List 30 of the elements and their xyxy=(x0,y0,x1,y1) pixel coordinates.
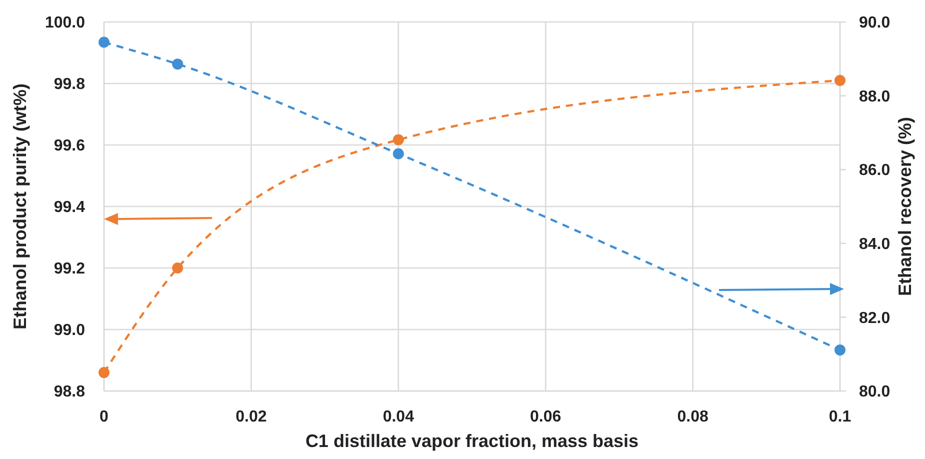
point xyxy=(172,58,184,70)
y2-tick-label: 90.0 xyxy=(859,14,890,32)
y-tick-label: 99.4 xyxy=(54,199,86,216)
point xyxy=(392,134,404,146)
x-tick-label: 0.04 xyxy=(382,408,414,426)
point xyxy=(98,36,110,48)
point xyxy=(172,262,184,274)
x-tick-label: 0.1 xyxy=(828,408,852,426)
y-tick-label: 98.8 xyxy=(54,384,86,401)
x-axis-title: C1 distillate vapor fraction, mass basis xyxy=(305,431,639,451)
point xyxy=(834,344,846,356)
x-tick-label: 0.02 xyxy=(236,408,267,426)
y2-tick-label: 84.0 xyxy=(859,236,890,253)
point xyxy=(98,367,110,378)
y-tick-label: 99.6 xyxy=(54,138,86,155)
point xyxy=(392,148,404,160)
y-axis-title: Ethanol product purity (wt%) xyxy=(10,84,30,330)
y2-axis-title: Ethanol recovery (%) xyxy=(895,116,915,296)
y-tick-label: 100.0 xyxy=(44,14,86,32)
y2-tick-label: 86.0 xyxy=(859,162,890,180)
y2-tick-label: 82.0 xyxy=(859,310,890,327)
x-tick-label: 0 xyxy=(100,408,109,426)
y2-tick-label: 88.0 xyxy=(859,88,890,106)
y-tick-label: 99.0 xyxy=(54,322,86,340)
point xyxy=(834,74,846,86)
x-tick-label: 0.06 xyxy=(530,408,562,426)
y-tick-label: 99.8 xyxy=(54,76,86,94)
y2-tick-label: 80.0 xyxy=(859,384,890,401)
x-tick-label: 0.08 xyxy=(677,408,708,426)
y-tick-label: 99.2 xyxy=(54,260,86,278)
